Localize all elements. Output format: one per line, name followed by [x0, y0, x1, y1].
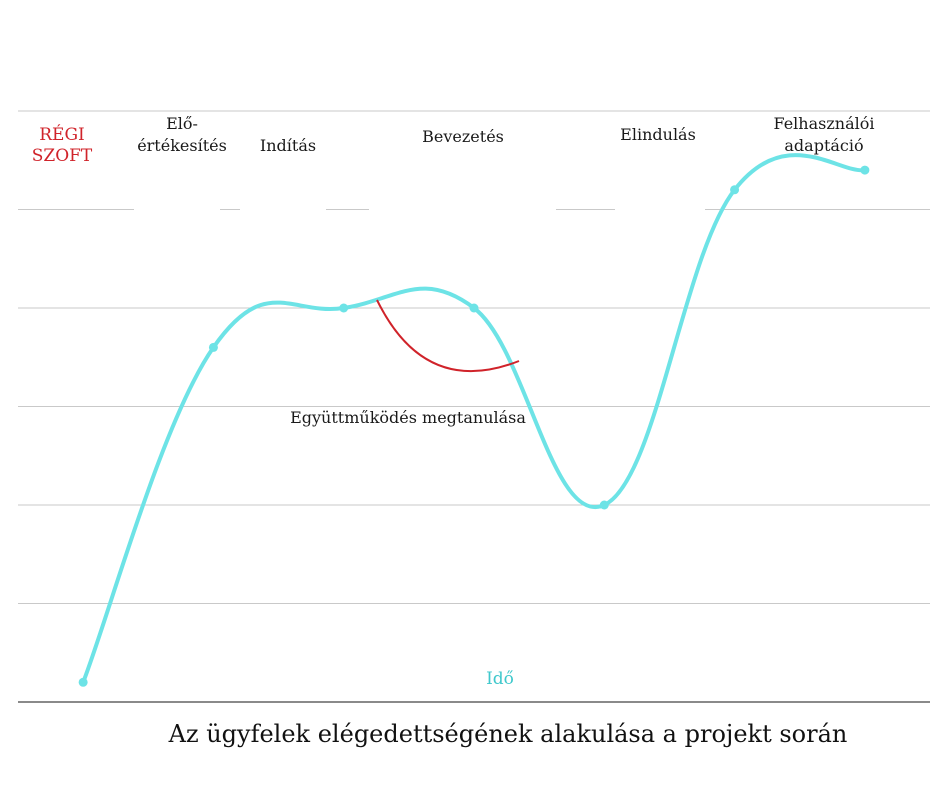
x-axis-label: Idő [486, 669, 514, 689]
annotation-label: Együttműködés megtanulása [290, 408, 526, 427]
phase-label-line: Elő- [166, 114, 198, 133]
data-point [208, 342, 218, 352]
phase-label-line: adaptáció [784, 136, 863, 155]
gridline-gap [240, 207, 326, 212]
phase-label-line: SZOFT [32, 146, 93, 166]
phase-label: Felhasználói adaptáció [773, 114, 874, 155]
phase-label-line: Indítás [260, 136, 316, 155]
phase-labels: RÉGI SZOFT Elő-értékesítés Indítás Bevezetés… [32, 114, 875, 166]
phase-label: Indítás [260, 136, 316, 155]
gridlines [18, 110, 930, 703]
gridline-gap [134, 207, 220, 212]
satisfaction-curve [81, 153, 867, 685]
phase-label-line: RÉGI [39, 124, 85, 145]
phase-label: Bevezetés [422, 127, 504, 146]
data-point [78, 677, 88, 687]
data-point [860, 165, 870, 175]
phase-label-line: Felhasználói [773, 114, 874, 133]
phase-label-line: értékesítés [137, 136, 227, 155]
data-point [599, 500, 609, 510]
phase-label: RÉGI SZOFT [32, 124, 93, 166]
phase-label-line: Bevezetés [422, 127, 504, 146]
data-point [339, 303, 349, 313]
phase-label: Elő-értékesítés [137, 114, 227, 155]
data-points [78, 165, 870, 687]
phase-label-line: Elindulás [620, 125, 696, 144]
data-point [469, 303, 479, 313]
gridline-gap [615, 207, 705, 212]
gridline-gap [369, 207, 556, 212]
annotation-arc [376, 299, 520, 373]
phase-label: Elindulás [620, 125, 696, 144]
chart-title: Az ügyfelek elégedettségének alakulása a… [168, 720, 848, 748]
data-point [730, 185, 740, 195]
